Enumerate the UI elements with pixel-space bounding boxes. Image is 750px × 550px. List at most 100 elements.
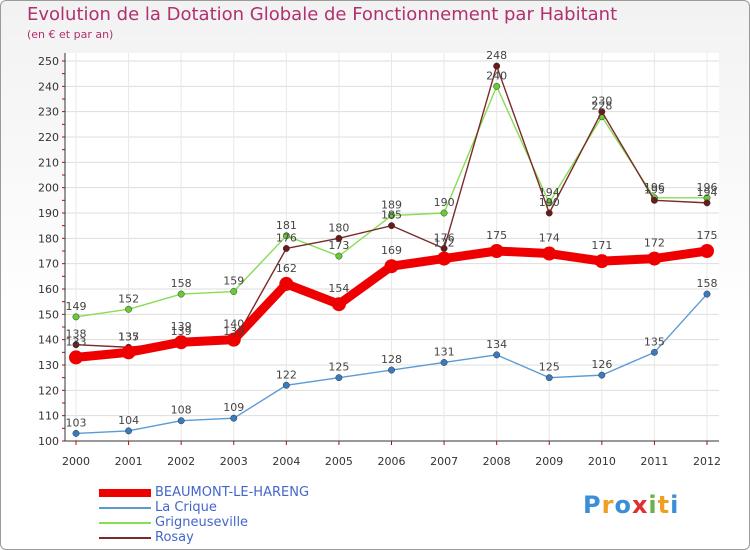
data-label: 131 (434, 345, 455, 358)
data-label: 135 (118, 330, 139, 343)
data-point (335, 234, 343, 242)
data-label: 158 (697, 277, 718, 290)
data-label: 103 (66, 416, 87, 429)
y-tick-label: 130 (38, 359, 59, 372)
data-point (388, 212, 395, 219)
data-point (700, 244, 714, 258)
data-label: 189 (381, 199, 402, 212)
logo-letter: i (648, 491, 658, 519)
logo-letter: t (657, 491, 671, 519)
data-point (177, 290, 185, 298)
data-point (647, 251, 662, 266)
data-label: 240 (486, 69, 507, 82)
data-point (542, 246, 557, 261)
data-point (650, 196, 658, 204)
data-label: 159 (223, 275, 244, 288)
legend-swatch (99, 489, 151, 497)
data-label: 139 (171, 325, 192, 338)
data-point (388, 366, 395, 374)
data-point (282, 245, 290, 252)
data-label: 176 (434, 231, 455, 244)
data-point (489, 244, 504, 258)
data-point (69, 350, 83, 365)
y-tick-label: 250 (38, 55, 59, 68)
data-label: 134 (486, 338, 507, 351)
data-point (440, 209, 448, 217)
data-label: 139 (171, 320, 192, 333)
data-point (174, 335, 189, 350)
data-label: 104 (118, 414, 139, 427)
y-tick-label: 160 (38, 283, 59, 296)
data-point (598, 108, 606, 116)
data-point (437, 251, 452, 266)
legend-label: Rosay (155, 530, 194, 545)
y-tick-label: 220 (38, 131, 59, 144)
data-label: 108 (171, 404, 192, 417)
logo-letter: x (631, 491, 649, 519)
data-label: 180 (328, 221, 349, 234)
data-point (598, 371, 606, 379)
data-point (384, 259, 399, 274)
legend-label: Grigneuseville (155, 515, 249, 530)
data-point (703, 199, 711, 207)
data-point (335, 252, 343, 260)
x-tick-label: 2008 (483, 455, 511, 468)
x-tick-label: 2007 (430, 455, 458, 468)
data-label: 109 (223, 401, 244, 414)
data-point (545, 374, 553, 382)
data-point (282, 232, 290, 240)
x-tick-label: 2006 (378, 455, 406, 468)
data-point (230, 414, 238, 422)
legend-swatch (99, 507, 151, 509)
chart-title: Evolution de la Dotation Globale de Fonc… (27, 4, 618, 25)
y-tick-label: 190 (38, 207, 59, 220)
data-label: 176 (276, 231, 297, 244)
data-label: 230 (591, 95, 612, 108)
x-tick-label: 2000 (62, 455, 90, 468)
legend-swatch (99, 537, 151, 539)
data-label: 138 (66, 328, 87, 341)
data-point (440, 359, 448, 366)
data-label: 194 (697, 186, 718, 199)
data-label: 149 (66, 300, 87, 313)
data-label: 172 (644, 237, 665, 250)
y-tick-label: 120 (38, 384, 59, 397)
data-point (493, 82, 501, 90)
data-point (335, 374, 343, 382)
x-tick-label: 2002 (167, 455, 195, 468)
data-label: 171 (591, 239, 612, 252)
data-label: 162 (276, 262, 297, 275)
data-label: 194 (539, 186, 560, 199)
legend-label: La Crique (155, 500, 217, 515)
legend-label: BEAUMONT-LE-HARENG (155, 485, 310, 500)
data-label: 152 (118, 292, 139, 305)
x-tick-label: 2005 (325, 455, 353, 468)
data-label: 175 (697, 229, 718, 242)
data-label: 135 (644, 335, 665, 348)
data-point (125, 427, 133, 435)
data-label: 128 (381, 353, 402, 366)
y-tick-label: 180 (38, 232, 59, 245)
data-label: 196 (644, 181, 665, 194)
data-label: 139 (223, 325, 244, 338)
x-tick-label: 2004 (272, 455, 300, 468)
data-point (279, 276, 294, 291)
data-point (72, 313, 80, 321)
chart-subtitle: (en € et par an) (27, 28, 114, 41)
data-label: 140 (223, 318, 244, 331)
logo-letter: i (670, 491, 680, 519)
data-label: 169 (381, 244, 402, 257)
data-label: 126 (591, 358, 612, 371)
data-label: 228 (591, 100, 612, 113)
data-point (594, 254, 609, 269)
data-label: 172 (434, 237, 455, 250)
legend-swatch (99, 522, 151, 524)
data-label: 175 (486, 229, 507, 242)
x-tick-label: 2003 (220, 455, 248, 468)
data-point (121, 345, 136, 360)
data-label: 158 (171, 277, 192, 290)
data-label: 125 (328, 361, 349, 374)
x-tick-label: 2012 (693, 455, 721, 468)
